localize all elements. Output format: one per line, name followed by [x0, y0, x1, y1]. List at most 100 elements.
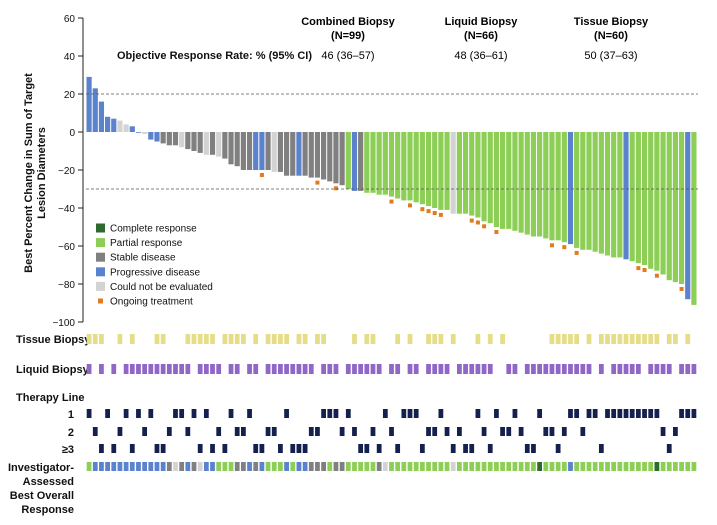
- therapy-line-1-square: [173, 409, 178, 418]
- therapy-line-3-square: [129, 444, 135, 453]
- tissue-square: [438, 334, 444, 344]
- bar-patient-67: [493, 132, 500, 227]
- overall-response-square: [339, 462, 345, 471]
- overall-response-square: [333, 462, 339, 471]
- liquid-square: [469, 364, 475, 374]
- liquid-square: [228, 364, 234, 374]
- liquid-square: [142, 364, 148, 374]
- waterfall-bars: [86, 76, 697, 305]
- bar-patient-92: [648, 132, 654, 269]
- therapy-line-3-square: [111, 444, 117, 453]
- bar-patient-3: [98, 101, 105, 132]
- ongoing-marker: [654, 273, 659, 278]
- bar-patient-28: [253, 132, 259, 170]
- therapy-line-2-square: [432, 427, 438, 436]
- bar-patient-88: [623, 132, 629, 260]
- liquid-square: [537, 364, 543, 374]
- therapy-line-1-square: [179, 409, 185, 418]
- tissue-square: [574, 334, 580, 344]
- liquid-square: [685, 364, 691, 374]
- overall-response-square: [92, 462, 98, 471]
- liquid-square: [635, 364, 641, 374]
- overall-response-square: [617, 462, 623, 471]
- overall-response-square: [376, 462, 382, 471]
- group-name: Tissue Biopsy: [574, 16, 649, 28]
- bar-patient-62: [462, 132, 469, 214]
- ongoing-marker: [389, 199, 394, 204]
- overall-response-square: [216, 462, 222, 471]
- overall-response-square: [129, 462, 135, 471]
- bar-patient-40: [327, 132, 333, 182]
- overall-response-square: [543, 462, 549, 471]
- overall-response-square: [203, 462, 209, 471]
- overall-response-square: [611, 462, 617, 471]
- bar-patient-60: [450, 132, 456, 214]
- liquid-square: [86, 364, 92, 374]
- overall-response-square: [592, 462, 598, 471]
- y-tick-label: 20: [64, 90, 76, 101]
- bar-patient-10: [142, 132, 148, 134]
- group-n: (N=60): [594, 30, 628, 42]
- overall-response-square: [568, 462, 573, 471]
- tissue-square: [666, 334, 672, 344]
- therapy-line-2-label: 2: [68, 427, 74, 439]
- overall-response-square: [395, 462, 401, 471]
- overall-response-square: [364, 462, 370, 471]
- ongoing-marker: [679, 287, 684, 291]
- y-tick-label: −100: [52, 318, 75, 329]
- bar-patient-43: [345, 132, 351, 189]
- tissue-row-label: Tissue Biopsy: [16, 334, 91, 346]
- liquid-square: [617, 364, 623, 374]
- therapy-line-2-square: [580, 427, 586, 436]
- overall-response-square: [370, 462, 376, 471]
- tissue-square: [234, 334, 240, 344]
- overall-response-square: [142, 462, 148, 471]
- ongoing-markers: [259, 173, 684, 291]
- therapy-line-1-square: [136, 409, 141, 418]
- therapy-line-1-square: [105, 409, 110, 418]
- legend-label: Could not be evaluated: [110, 282, 213, 293]
- therapy-line-1-square: [123, 409, 129, 418]
- therapy-line-1-square: [413, 409, 419, 418]
- therapy-line-1-square: [574, 409, 580, 418]
- liquid-square: [210, 364, 215, 374]
- overall-response-square: [99, 462, 104, 471]
- bar-patient-76: [549, 132, 555, 241]
- liquid-square: [629, 364, 635, 374]
- tissue-square: [611, 334, 617, 344]
- therapy-line-1-square: [475, 409, 481, 418]
- therapy-line-2-square: [185, 427, 191, 436]
- therapy-line-1-square: [438, 409, 444, 418]
- tissue-square: [315, 334, 320, 344]
- overall-response-square: [166, 462, 172, 471]
- bar-patient-49: [382, 132, 388, 195]
- overall-response-square: [358, 462, 364, 471]
- liquid-square: [278, 364, 283, 374]
- liquid-square: [555, 364, 561, 374]
- therapy-line-2-square: [506, 427, 512, 436]
- liquid-square: [284, 364, 289, 374]
- bar-patient-70: [512, 132, 518, 231]
- bar-patient-17: [185, 132, 191, 150]
- therapy-line-3-square: [666, 444, 672, 453]
- group-orr: 50 (37–63): [584, 50, 637, 62]
- tissue-square: [549, 334, 555, 344]
- liquid-square: [253, 364, 259, 374]
- tissue-square: [555, 334, 561, 344]
- liquid-square: [271, 364, 277, 374]
- therapy-line-2-square: [389, 427, 394, 436]
- tissue-square: [240, 334, 246, 344]
- tissue-square: [117, 334, 123, 344]
- overall-response-square: [228, 462, 234, 471]
- liquid-square: [333, 364, 339, 374]
- tissue-square: [278, 334, 283, 344]
- liquid-square: [302, 364, 308, 374]
- ongoing-marker: [549, 243, 554, 248]
- bar-patient-77: [555, 132, 561, 241]
- tissue-square: [395, 334, 401, 344]
- overall-response-square: [136, 462, 141, 471]
- tissue-square: [364, 334, 370, 344]
- tissue-square: [617, 334, 623, 344]
- liquid-square: [321, 364, 326, 374]
- tissue-square: [99, 334, 104, 344]
